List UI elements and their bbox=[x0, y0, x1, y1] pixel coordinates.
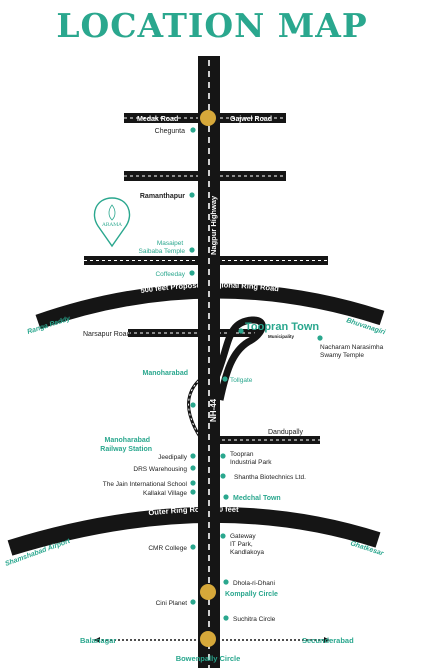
suchitra-label: Suchitra Circle bbox=[233, 616, 276, 623]
narsapur-road-label: Narsapur Road bbox=[83, 331, 131, 338]
secunderabad-label: Secunderabad bbox=[302, 636, 354, 645]
tollgate-label: Tollgate bbox=[230, 377, 253, 384]
tollgate-dot bbox=[222, 376, 228, 382]
balanagar-label: Balanagar bbox=[80, 636, 116, 645]
dhola-label: Dhola-ri-Dhani bbox=[233, 580, 275, 587]
shantha-dot bbox=[220, 473, 226, 479]
jeedipally-dot bbox=[190, 453, 196, 459]
medchal-label: Medchal Town bbox=[233, 495, 281, 502]
masaipet-line1: Masaipet bbox=[157, 240, 184, 247]
cini-dot bbox=[190, 599, 196, 605]
kompally-circle bbox=[200, 584, 216, 600]
jain-dot bbox=[190, 480, 196, 486]
toopran-bypass bbox=[211, 316, 266, 401]
chegunta-dot bbox=[190, 127, 196, 133]
medchal-dot bbox=[223, 494, 229, 500]
gajwel-road-label: Gajwel Road bbox=[230, 116, 272, 123]
shantha-label: Shantha Biotechnics Ltd. bbox=[234, 474, 306, 481]
dandupally-label: Dandupally bbox=[268, 429, 304, 436]
kallakal-dot bbox=[190, 489, 196, 495]
ramanthapur-dot bbox=[189, 192, 195, 198]
brand-name: ARAMA bbox=[101, 222, 122, 228]
coffeeday-label: Coffeeday bbox=[155, 271, 185, 278]
manoharabad-dot bbox=[190, 402, 196, 408]
manoharabad-station-label: Manoharabad Railway Station bbox=[100, 437, 152, 453]
ramanthapur-label: Ramanthapur bbox=[140, 193, 185, 200]
drs-dot bbox=[190, 465, 196, 471]
bowenpally-circle bbox=[200, 631, 216, 647]
nacharam-label: Nacharam Narasimha Swamy Temple bbox=[320, 344, 385, 359]
jain-label: The Jain International School bbox=[103, 481, 188, 488]
drs-label: DRS Warehousing bbox=[133, 466, 187, 473]
bowenpally-label: Bowenpally Circle bbox=[176, 654, 241, 663]
dhola-dot bbox=[223, 579, 229, 585]
gateway-dot bbox=[220, 533, 226, 539]
arama-location-pin: ARAMA bbox=[93, 197, 131, 248]
coffeeday-dot bbox=[189, 270, 195, 276]
municipality-label: Municipality bbox=[268, 334, 294, 339]
chegunta-label: Chegunta bbox=[155, 128, 185, 135]
kallakal-label: Kallakal Village bbox=[143, 490, 187, 497]
dandupally-road bbox=[216, 436, 320, 444]
masaipet-label: Masaipet Saibaba Temple bbox=[139, 240, 186, 255]
manoharabad-label: Manoharabad bbox=[142, 370, 188, 377]
jeedipally-label: Jeedipally bbox=[158, 454, 188, 461]
narsapur-road bbox=[128, 329, 258, 337]
suchitra-dot bbox=[223, 615, 229, 621]
page-title: LOCATION MAP bbox=[56, 6, 368, 45]
cini-label: Cini Planet bbox=[156, 600, 188, 607]
nacharam-dot bbox=[317, 335, 323, 341]
chegunta-junction-circle bbox=[200, 110, 216, 126]
medak-road-label: Medak Road bbox=[137, 116, 178, 123]
nh44-label: NH-44 bbox=[209, 398, 218, 422]
cmr-dot bbox=[190, 544, 196, 550]
toopran-ip-label: Toopran Industrial Park bbox=[230, 451, 272, 466]
toopran-town-label: Toopran Town bbox=[245, 321, 319, 333]
kompally-label: Kompally Circle bbox=[225, 591, 278, 598]
masaipet-dot bbox=[189, 247, 195, 253]
gateway-label: Gateway IT Park, Kandlakoya bbox=[230, 533, 264, 556]
toopran-dot bbox=[238, 328, 244, 334]
masaipet-line2: Saibaba Temple bbox=[139, 248, 186, 255]
toopran-ip-dot bbox=[220, 453, 226, 459]
cmr-label: CMR College bbox=[148, 545, 187, 552]
nagpur-highway-label: Nagpur Highway bbox=[209, 195, 218, 255]
